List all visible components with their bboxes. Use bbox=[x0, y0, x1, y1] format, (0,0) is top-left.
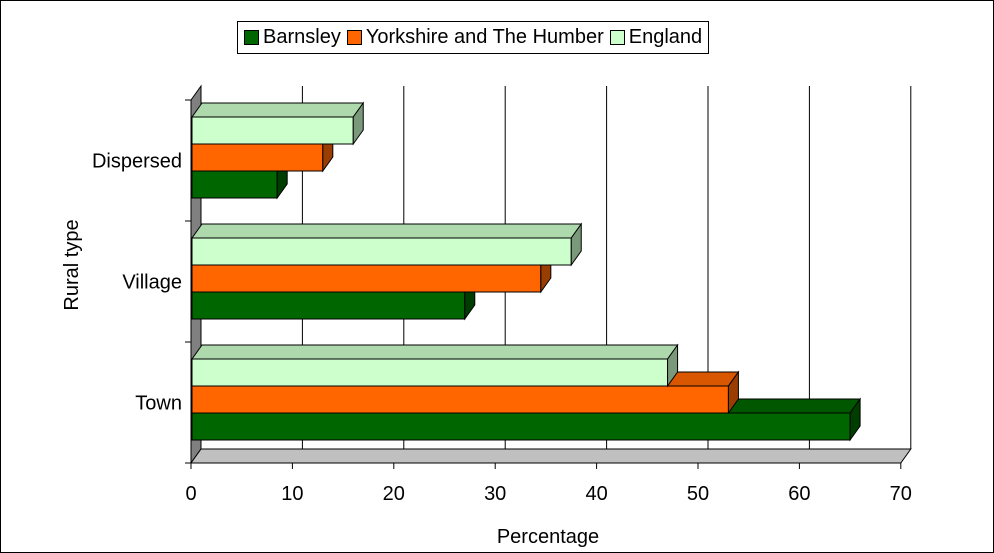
y-axis-title: Rural type bbox=[61, 219, 83, 310]
bar-top bbox=[191, 344, 679, 360]
bar-front bbox=[191, 143, 324, 172]
x-tick-label: 30 bbox=[484, 483, 506, 505]
bar-top bbox=[191, 223, 583, 239]
bar-side bbox=[667, 343, 679, 388]
legend-item-england: England bbox=[609, 26, 703, 49]
bar-top bbox=[191, 102, 365, 118]
bar-front bbox=[191, 170, 278, 199]
x-tick-label: 20 bbox=[383, 483, 405, 505]
bar-side bbox=[849, 397, 861, 442]
bar-front bbox=[191, 116, 354, 145]
legend-label-england: England bbox=[628, 26, 703, 48]
y-tick-label: Dispersed bbox=[92, 151, 182, 173]
axes-group: 0 10 20 30 40 50 60 70 Town Village Dispersed bbox=[92, 99, 912, 505]
bar-front bbox=[191, 237, 572, 266]
legend-item-yorkshire: Yorkshire and The Humber bbox=[346, 26, 604, 49]
bar-front bbox=[191, 291, 466, 320]
legend: Barnsley Yorkshire and The Humber Englan… bbox=[237, 21, 710, 54]
bars-group bbox=[191, 101, 862, 442]
x-tick-label: 10 bbox=[281, 483, 303, 505]
x-axis-title: Percentage bbox=[497, 526, 599, 548]
bar-front bbox=[191, 385, 729, 414]
x-tick-label: 50 bbox=[687, 483, 709, 505]
bar-side bbox=[570, 222, 582, 267]
bar-side bbox=[352, 101, 364, 146]
x-tick-label: 40 bbox=[585, 483, 607, 505]
x-tick-label: 60 bbox=[788, 483, 810, 505]
legend-label-yorkshire: Yorkshire and The Humber bbox=[365, 26, 604, 48]
x-tick-label: 70 bbox=[890, 483, 912, 505]
bar-front bbox=[191, 264, 542, 293]
floor bbox=[190, 448, 912, 464]
legend-item-barnsley: Barnsley bbox=[244, 26, 341, 49]
legend-swatch-england bbox=[609, 30, 625, 45]
bar-front bbox=[191, 358, 669, 387]
legend-swatch-yorkshire bbox=[346, 30, 362, 45]
legend-swatch-barnsley bbox=[244, 30, 259, 45]
y-tick-label: Town bbox=[135, 393, 182, 415]
x-tick-label: 0 bbox=[185, 483, 196, 505]
y-tick-label: Village bbox=[122, 272, 182, 294]
legend-label-barnsley: Barnsley bbox=[263, 26, 341, 48]
bar-front bbox=[191, 412, 851, 441]
bar-side bbox=[727, 370, 739, 415]
